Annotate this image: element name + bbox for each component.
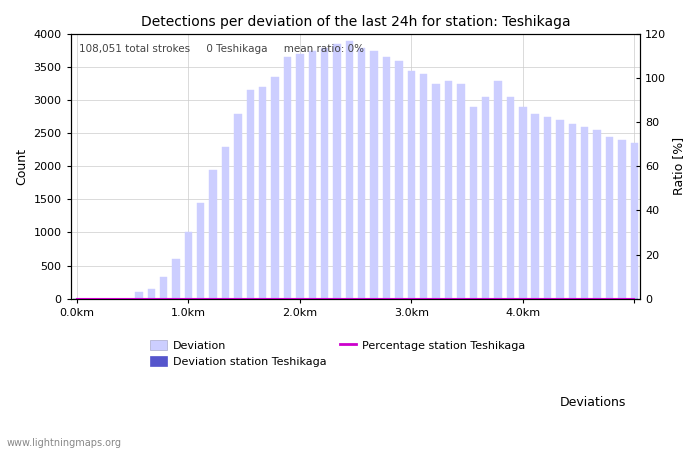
Bar xyxy=(284,58,291,298)
Bar xyxy=(222,147,229,298)
Bar xyxy=(631,143,638,298)
Bar xyxy=(594,130,601,298)
Bar xyxy=(346,41,353,298)
Bar xyxy=(321,48,328,298)
Bar xyxy=(234,113,241,298)
Bar xyxy=(407,71,415,298)
Text: 108,051 total strokes     0 Teshikaga     mean ratio: 0%: 108,051 total strokes 0 Teshikaga mean r… xyxy=(79,44,364,54)
Bar xyxy=(209,170,217,298)
Bar xyxy=(433,84,440,298)
Bar xyxy=(148,288,155,298)
Bar xyxy=(370,51,378,298)
Y-axis label: Count: Count xyxy=(15,148,28,185)
Bar xyxy=(135,292,143,298)
Bar xyxy=(358,48,365,298)
Title: Detections per deviation of the last 24h for station: Teshikaga: Detections per deviation of the last 24h… xyxy=(141,15,570,29)
Bar xyxy=(172,259,180,298)
Bar xyxy=(160,277,167,298)
Bar xyxy=(482,97,489,298)
Legend: Deviation, Deviation station Teshikaga, Percentage station Teshikaga: Deviation, Deviation station Teshikaga, … xyxy=(150,340,525,367)
Bar xyxy=(519,107,526,298)
Bar xyxy=(296,54,304,298)
Text: www.lightningmaps.org: www.lightningmaps.org xyxy=(7,438,122,448)
Bar xyxy=(531,113,539,298)
Bar xyxy=(383,58,391,298)
Bar xyxy=(606,137,613,298)
Bar xyxy=(420,74,428,298)
Bar xyxy=(618,140,626,298)
Text: Deviations: Deviations xyxy=(560,396,626,410)
Bar xyxy=(556,120,564,298)
Bar xyxy=(470,107,477,298)
Bar xyxy=(544,117,552,298)
Y-axis label: Ratio [%]: Ratio [%] xyxy=(672,137,685,195)
Bar xyxy=(568,123,576,298)
Bar xyxy=(581,127,589,298)
Bar xyxy=(507,97,514,298)
Bar xyxy=(246,90,254,298)
Bar xyxy=(457,84,465,298)
Bar xyxy=(309,51,316,298)
Bar xyxy=(197,203,204,298)
Bar xyxy=(333,44,341,298)
Bar xyxy=(272,77,279,298)
Bar xyxy=(395,61,402,298)
Bar xyxy=(185,233,192,298)
Bar xyxy=(494,81,502,298)
Bar xyxy=(444,81,452,298)
Bar xyxy=(259,87,267,298)
